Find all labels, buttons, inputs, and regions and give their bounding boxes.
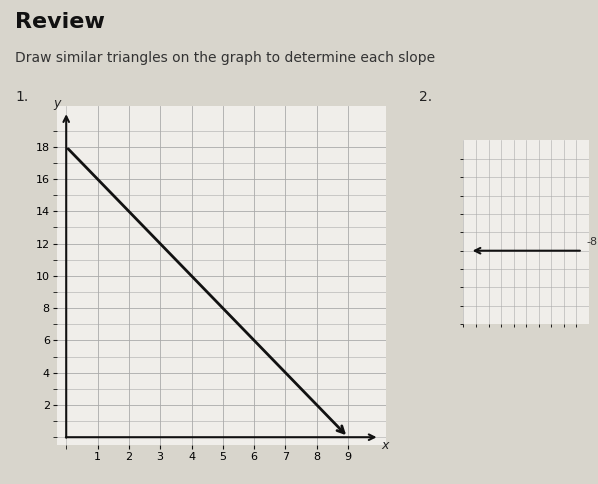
Text: x: x [381, 439, 388, 452]
Text: -8: -8 [587, 237, 597, 247]
Text: y: y [53, 97, 60, 110]
Text: 2.: 2. [419, 90, 432, 104]
Text: 1.: 1. [15, 90, 28, 104]
Text: Draw similar triangles on the graph to determine each slope: Draw similar triangles on the graph to d… [15, 51, 435, 65]
Text: Review: Review [15, 12, 105, 32]
